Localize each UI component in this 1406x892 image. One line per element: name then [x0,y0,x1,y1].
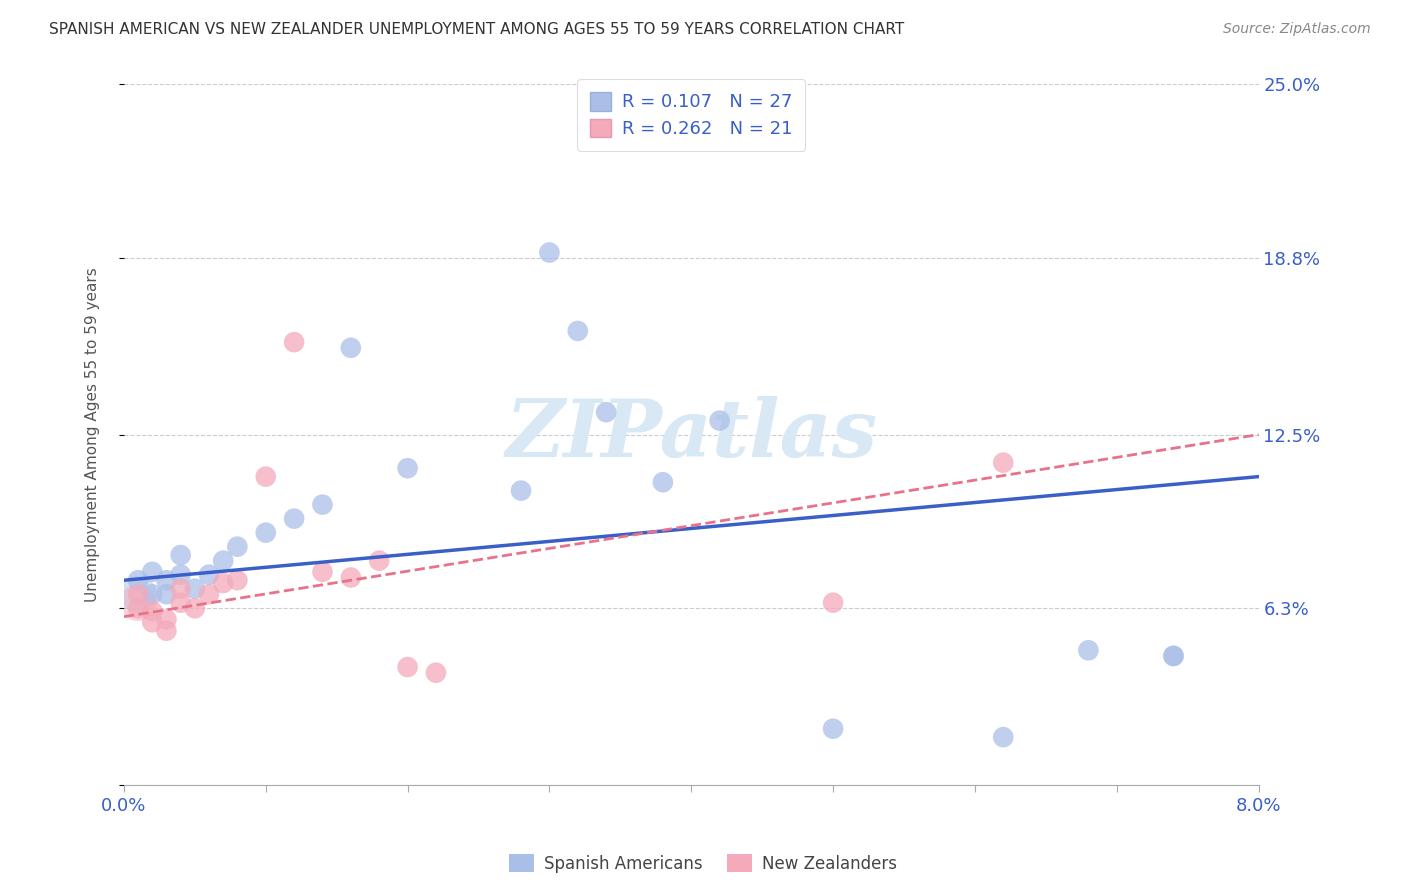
Point [184,601,207,615]
Point [340,570,363,584]
Point [396,660,419,674]
Point [198,587,221,601]
Point [212,576,235,591]
Text: Source: ZipAtlas.com: Source: ZipAtlas.com [1223,22,1371,37]
Point [127,587,149,601]
Legend: Spanish Americans, New Zealanders: Spanish Americans, New Zealanders [502,847,904,880]
Point [283,335,305,350]
Point [127,587,149,601]
Point [993,456,1015,470]
Point [538,245,561,260]
Point [127,574,149,588]
Point [141,604,163,618]
Point [368,554,391,568]
Point [993,730,1015,744]
Point [169,596,191,610]
Point [311,565,333,579]
Point [141,615,163,630]
Point [155,587,177,601]
Point [311,498,333,512]
Point [510,483,533,498]
Point [254,525,277,540]
Point [127,596,149,610]
Point [1163,648,1185,663]
Point [169,567,191,582]
Y-axis label: Unemployment Among Ages 55 to 59 years: Unemployment Among Ages 55 to 59 years [86,268,100,602]
Point [212,554,235,568]
Point [141,587,163,601]
Point [254,469,277,483]
Point [595,405,617,419]
Text: ZIPatlas: ZIPatlas [505,396,877,474]
Point [823,722,845,736]
Point [283,511,305,525]
Point [823,596,845,610]
Point [1077,643,1099,657]
Point [226,540,249,554]
Point [169,582,191,596]
Point [425,665,447,680]
Text: SPANISH AMERICAN VS NEW ZEALANDER UNEMPLOYMENT AMONG AGES 55 TO 59 YEARS CORRELA: SPANISH AMERICAN VS NEW ZEALANDER UNEMPL… [49,22,904,37]
Point [169,548,191,562]
Point [141,565,163,579]
Point [340,341,363,355]
Point [226,574,249,588]
Point [155,574,177,588]
Point [709,414,731,428]
Point [198,567,221,582]
Point [155,624,177,638]
Point [1163,648,1185,663]
Point [127,601,149,615]
Point [567,324,589,338]
Point [155,612,177,626]
Legend: R = 0.107   N = 27, R = 0.262   N = 21: R = 0.107 N = 27, R = 0.262 N = 21 [576,79,806,151]
Point [184,582,207,596]
Point [651,475,673,490]
Point [396,461,419,475]
